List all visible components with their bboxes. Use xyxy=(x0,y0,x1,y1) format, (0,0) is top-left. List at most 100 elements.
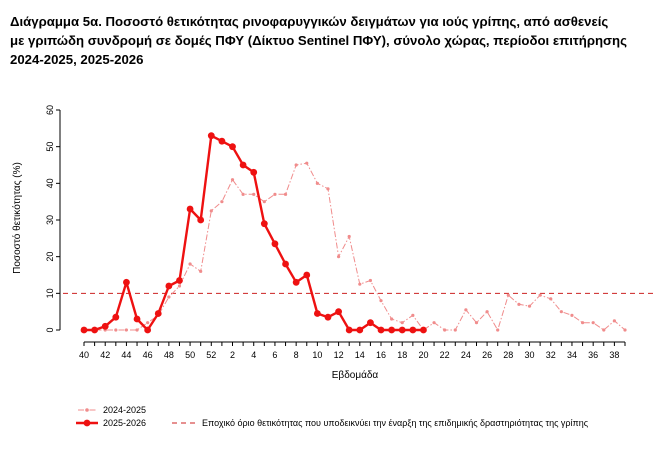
x-axis-label: Εβδομάδα xyxy=(332,369,379,381)
x-tick-label: 22 xyxy=(440,350,450,360)
data-point xyxy=(303,271,311,279)
data-point xyxy=(580,321,585,325)
data-point xyxy=(517,302,521,306)
data-point xyxy=(390,317,394,321)
series-line xyxy=(84,134,424,332)
x-tick-label: 16 xyxy=(376,350,386,360)
data-point xyxy=(305,161,309,165)
data-point xyxy=(313,310,321,317)
data-point xyxy=(324,313,332,321)
data-point xyxy=(623,328,627,332)
data-point xyxy=(283,192,288,196)
data-point xyxy=(367,319,374,327)
legend-marker-2025-2026 xyxy=(83,419,91,427)
x-tick-label: 34 xyxy=(567,350,577,360)
y-tick-label: 20 xyxy=(45,252,55,262)
data-point xyxy=(188,262,192,266)
data-point xyxy=(388,326,396,334)
data-point xyxy=(167,295,171,299)
y-tick-label: 30 xyxy=(45,215,55,225)
data-point xyxy=(292,278,300,286)
y-tick-label: 10 xyxy=(45,288,55,298)
data-point xyxy=(538,293,542,297)
data-point xyxy=(474,321,479,325)
data-point xyxy=(220,200,224,204)
data-point xyxy=(409,326,417,334)
data-point xyxy=(101,322,109,330)
data-point xyxy=(186,205,194,213)
data-point xyxy=(229,143,236,151)
data-point xyxy=(453,328,457,332)
data-point xyxy=(273,192,277,196)
data-point xyxy=(527,304,532,308)
data-point xyxy=(176,277,183,284)
data-point xyxy=(345,326,353,334)
legend: 2024-2025 2025-2026 Εποχικό όριο θετικότητ… xyxy=(76,405,589,428)
x-tick-label: 28 xyxy=(503,350,513,360)
legend-label-2025-2026: 2025-2026 xyxy=(103,418,146,428)
x-tick-label: 32 xyxy=(546,350,556,360)
x-tick-label: 36 xyxy=(588,350,598,360)
x-tick-label: 38 xyxy=(609,350,619,360)
data-point xyxy=(146,321,150,325)
data-point xyxy=(443,328,447,332)
y-axis: 0 10 20 30 40 50 60 xyxy=(45,105,61,333)
chart-title-line: Διάγραμμα 5α. Ποσοστό θετικότητας ρινοφα… xyxy=(10,14,609,29)
x-tick-label: 44 xyxy=(121,350,131,360)
data-point xyxy=(379,299,383,303)
data-point xyxy=(218,137,226,145)
data-point xyxy=(358,282,362,286)
data-point xyxy=(549,297,553,301)
x-tick-label: 6 xyxy=(272,350,277,360)
data-point xyxy=(464,308,468,312)
data-point xyxy=(347,234,351,239)
x-tick-label: 52 xyxy=(206,350,216,360)
data-point xyxy=(144,326,152,334)
data-point xyxy=(496,328,500,332)
x-tick-label: 40 xyxy=(79,350,89,360)
data-point xyxy=(250,168,258,176)
data-point xyxy=(197,216,205,224)
data-point xyxy=(114,328,118,332)
data-point xyxy=(335,308,342,316)
data-point xyxy=(165,282,173,290)
y-tick-label: 0 xyxy=(45,327,55,332)
data-point xyxy=(177,284,182,288)
x-tick-label: 30 xyxy=(525,350,535,360)
data-point xyxy=(356,326,364,334)
x-tick-label: 46 xyxy=(143,350,153,360)
data-point xyxy=(559,310,563,314)
x-tick-label: 20 xyxy=(418,350,428,360)
data-point xyxy=(612,319,616,323)
data-point xyxy=(294,163,298,167)
x-tick-label: 48 xyxy=(164,350,174,360)
series-2025-2026 xyxy=(80,132,427,334)
legend-label-threshold: Εποχικό όριο θετικότητας που υποδεικνύει… xyxy=(202,418,589,428)
x-tick-label: 14 xyxy=(355,350,365,360)
x-tick-label: 24 xyxy=(461,350,471,360)
x-tick-label: 50 xyxy=(185,350,195,360)
y-tick-label: 40 xyxy=(45,178,55,188)
x-tick-label: 18 xyxy=(397,350,407,360)
data-point xyxy=(154,310,162,317)
data-point xyxy=(260,220,268,228)
x-tick-label: 2 xyxy=(230,350,235,360)
data-point xyxy=(124,328,129,332)
data-point xyxy=(241,192,245,196)
data-point xyxy=(336,255,341,259)
x-tick-label: 26 xyxy=(482,350,492,360)
data-point xyxy=(506,293,510,297)
series-layer xyxy=(80,132,627,334)
data-point xyxy=(271,240,279,248)
x-tick-label: 10 xyxy=(312,350,322,360)
x-tick-label: 42 xyxy=(100,350,110,360)
legend-marker-2024-2025 xyxy=(85,408,89,412)
data-point xyxy=(133,315,141,323)
x-tick-label: 8 xyxy=(294,350,299,360)
data-point xyxy=(315,181,319,185)
x-axis: 40 42 44 46 48 50 52 2 4 6 8 10 12 14 16 18 20 22 24 26 28 30… xyxy=(79,341,626,360)
y-axis-label: Ποσοστό θετικότητας (%) xyxy=(11,162,23,274)
data-point xyxy=(123,278,130,286)
data-point xyxy=(400,321,404,325)
